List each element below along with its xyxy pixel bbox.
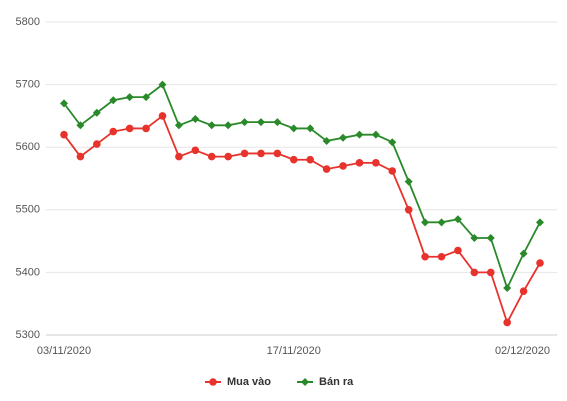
point: [322, 136, 331, 145]
legend-label: Bán ra: [319, 376, 354, 388]
x-tick-label: 17/11/2020: [267, 345, 321, 357]
point: [142, 93, 151, 102]
point: [92, 108, 101, 117]
y-tick-label: 5300: [16, 329, 40, 341]
point: [371, 130, 380, 139]
point: [519, 249, 528, 258]
point: [224, 121, 233, 130]
point: [470, 268, 479, 277]
y-tick-label: 5500: [16, 204, 40, 216]
point: [240, 149, 249, 158]
point: [437, 218, 446, 227]
point: [388, 167, 397, 175]
point: [158, 112, 167, 120]
point: [339, 162, 347, 170]
point: [388, 138, 397, 147]
point: [257, 149, 265, 158]
point: [306, 155, 315, 164]
point: [322, 165, 331, 173]
point: [289, 155, 298, 164]
point: [158, 80, 167, 89]
point: [273, 118, 282, 127]
point: [503, 284, 512, 293]
point: [109, 127, 118, 136]
x-tick-label: 02/12/2020: [495, 345, 550, 357]
point: [191, 146, 200, 155]
point: [339, 133, 348, 142]
point: [454, 246, 462, 255]
point: [174, 121, 183, 130]
point: [404, 206, 413, 214]
point: [109, 96, 118, 105]
y-tick-label: 5400: [16, 266, 40, 278]
point: [125, 124, 134, 133]
legend-marker: [301, 378, 310, 386]
point: [355, 159, 364, 167]
point: [60, 130, 68, 139]
series-line: [63, 83, 541, 291]
point: [240, 118, 249, 127]
point: [306, 124, 315, 133]
point: [437, 252, 446, 261]
point: [536, 259, 544, 267]
point: [536, 218, 544, 227]
point: [273, 149, 282, 158]
point: [207, 121, 216, 130]
point: [421, 218, 430, 227]
point: [470, 233, 479, 242]
point: [372, 159, 380, 167]
legend-marker: [209, 378, 217, 386]
point: [404, 177, 413, 186]
y-tick-label: 5600: [16, 141, 40, 153]
point: [142, 124, 150, 133]
point: [486, 233, 495, 242]
legend-label: Mua vào: [227, 376, 271, 388]
point: [191, 115, 200, 124]
point: [76, 121, 85, 130]
point: [207, 152, 216, 161]
point: [175, 152, 183, 161]
point: [224, 152, 232, 161]
x-tick-label: 03/11/2020: [37, 345, 91, 357]
point: [519, 287, 528, 295]
y-tick-label: 5700: [16, 79, 40, 91]
point: [256, 118, 265, 127]
point: [289, 124, 298, 133]
point: [453, 215, 462, 224]
point: [93, 140, 101, 148]
point: [486, 268, 495, 277]
point: [355, 130, 364, 139]
point: [76, 152, 85, 161]
y-tick-label: 5800: [16, 16, 40, 28]
point: [60, 99, 68, 108]
point: [503, 318, 511, 327]
point: [421, 252, 429, 261]
point: [125, 93, 134, 102]
